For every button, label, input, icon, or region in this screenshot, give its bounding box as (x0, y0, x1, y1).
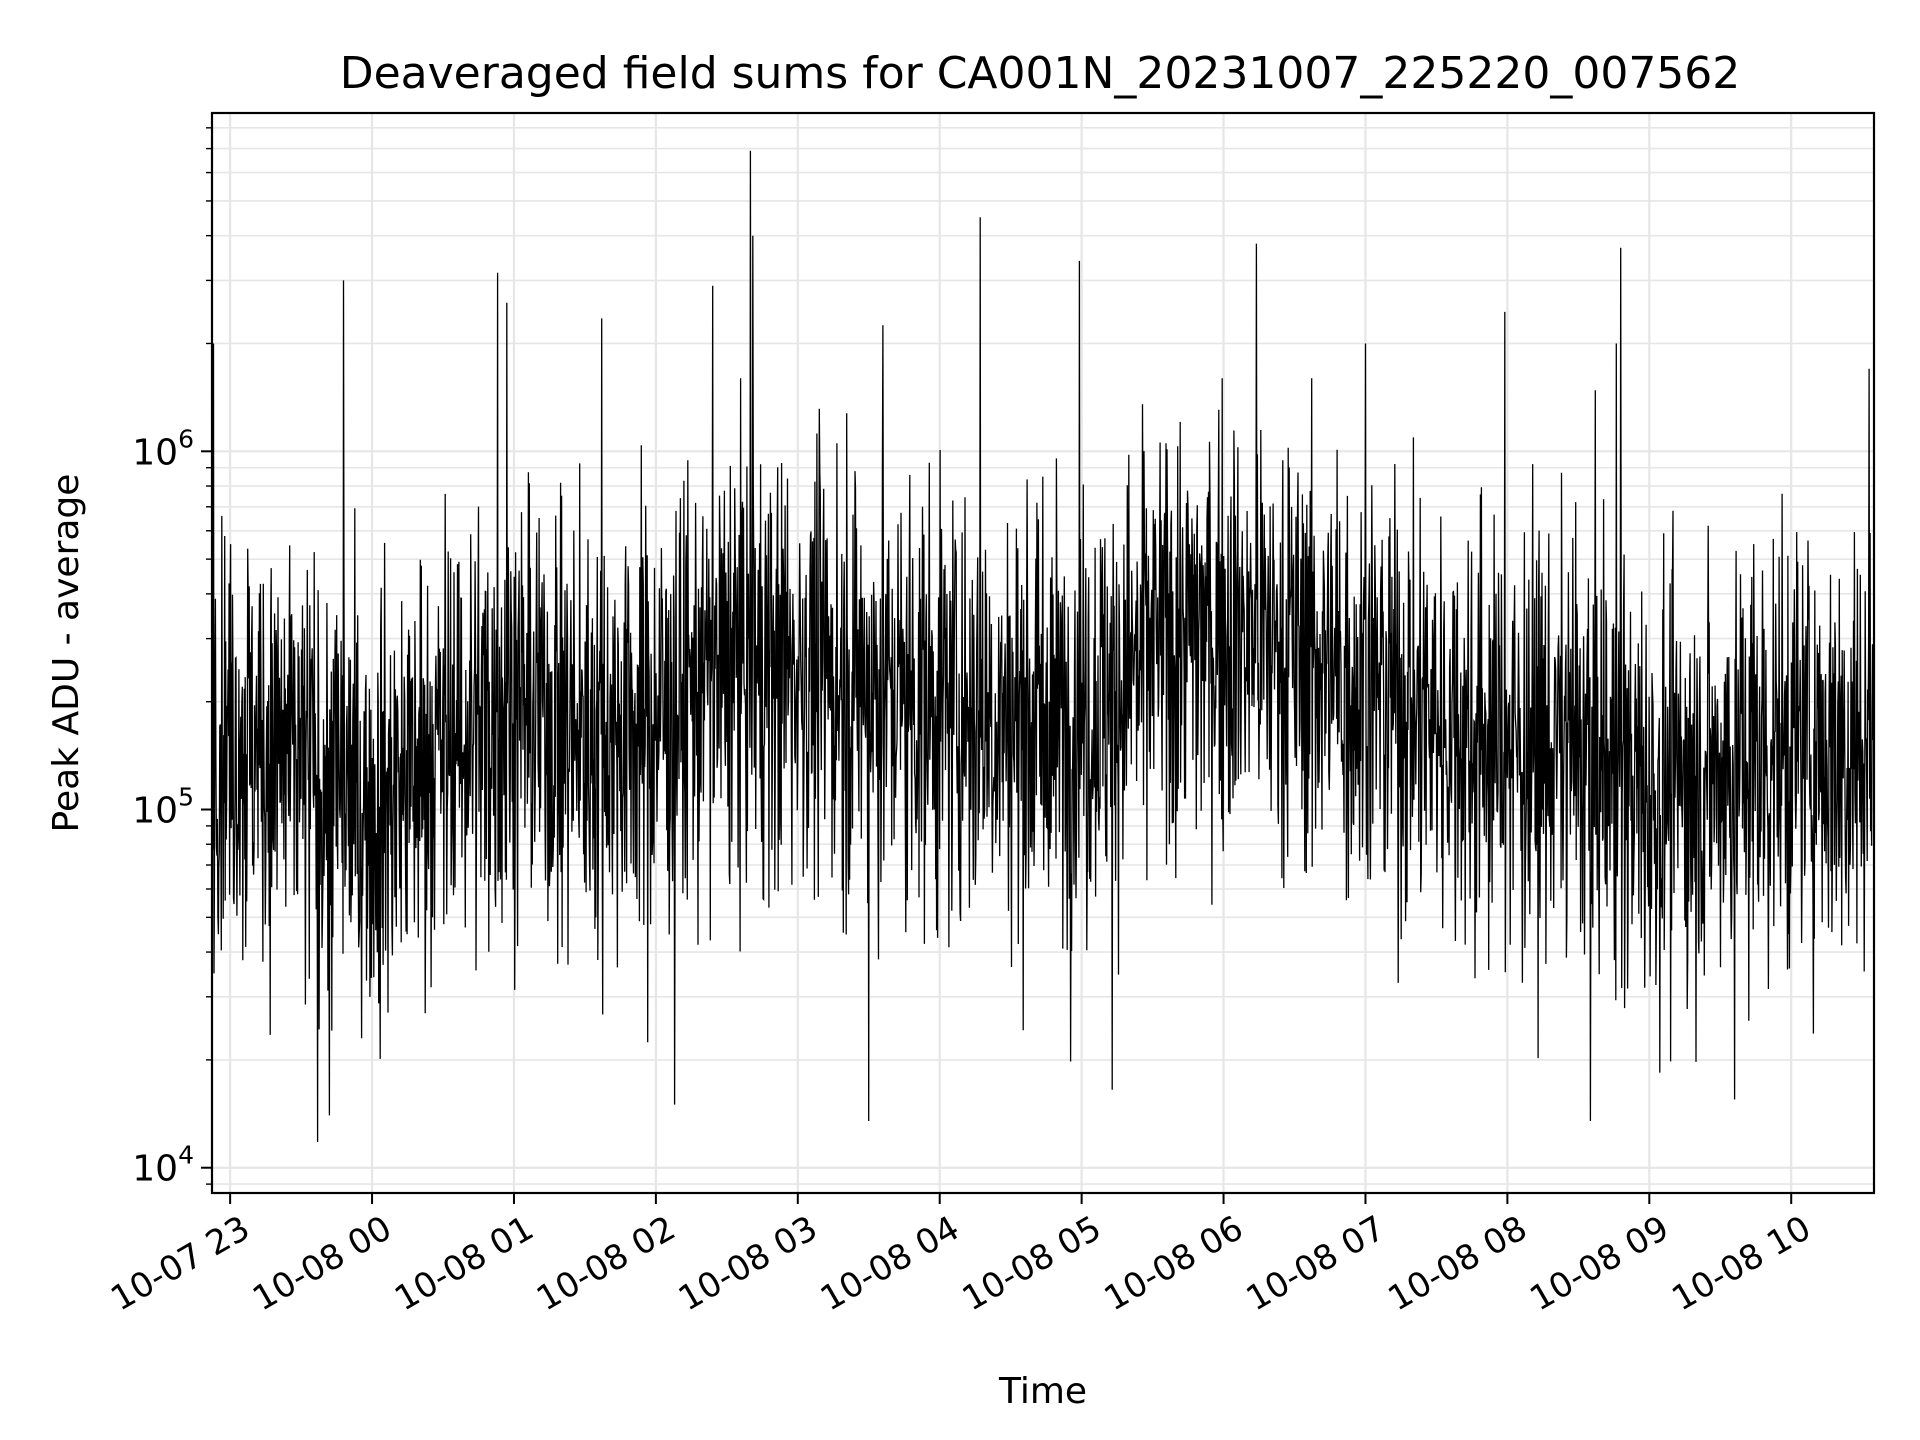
plot-area-frame (210, 111, 1876, 1195)
series-line (211, 150, 1875, 1143)
x-axis-label: Time (998, 1371, 1087, 1412)
y-tick-base: 10 (132, 791, 178, 832)
y-axis-label: Peak ADU - average (46, 474, 87, 833)
y-tick-label: 106 (132, 424, 194, 473)
y-tick-exponent: 4 (178, 1141, 194, 1170)
y-tick-exponent: 5 (178, 783, 194, 812)
y-tick-base: 10 (132, 1149, 178, 1190)
y-tick-base: 10 (132, 432, 178, 473)
chart-title: Deaveraged field sums for CA001N_2023100… (340, 48, 1741, 99)
y-tick-label: 105 (132, 783, 194, 832)
series-line-layer (211, 150, 1875, 1143)
y-tick-exponent: 6 (178, 424, 194, 453)
y-tick-label: 104 (132, 1141, 194, 1190)
